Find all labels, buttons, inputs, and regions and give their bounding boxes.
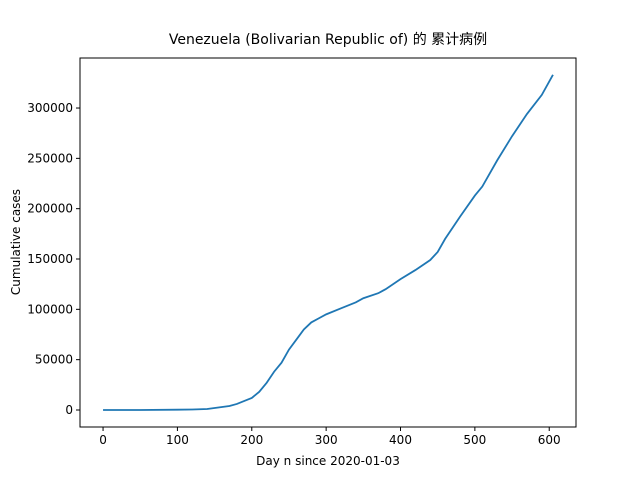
x-tick-label: 0 [99,433,107,447]
y-tick-label: 100000 [27,302,73,316]
x-tick-label: 500 [463,433,486,447]
y-tick-label: 50000 [35,353,73,367]
x-tick-label: 600 [538,433,561,447]
y-axis-label: Cumulative cases [9,189,23,295]
plot-frame [79,57,577,428]
y-tick-label: 200000 [27,202,73,216]
y-tick-label: 250000 [27,151,73,165]
x-tick-label: 400 [389,433,412,447]
x-tick-label: 100 [166,433,189,447]
chart-title: Venezuela (Bolivarian Republic of) 的 累计病… [169,32,487,48]
y-tick-label: 150000 [27,252,73,266]
x-tick-label: 300 [315,433,338,447]
x-axis-label: Day n since 2020-01-03 [256,454,400,468]
x-tick-label: 200 [240,433,263,447]
y-tick-label: 0 [65,403,73,417]
data-line [103,74,554,411]
y-tick-label: 300000 [27,101,73,115]
